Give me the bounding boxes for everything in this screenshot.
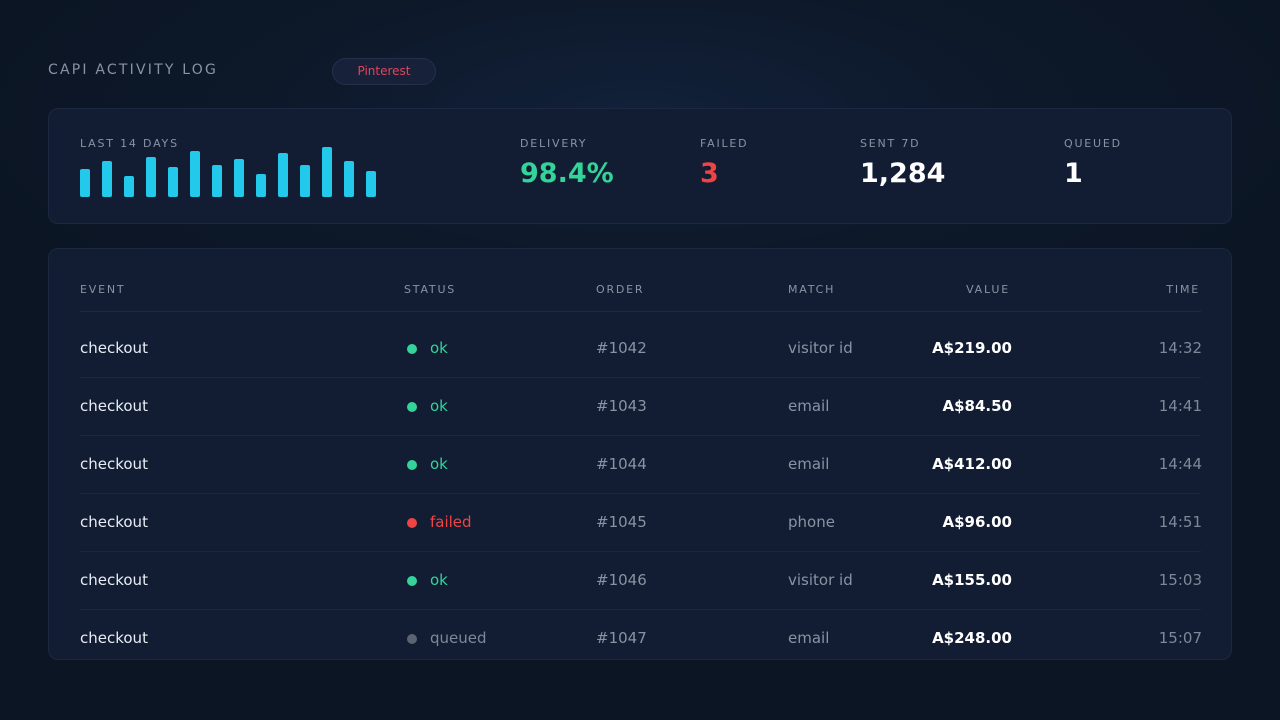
column-header-value[interactable]: VALUE: [966, 283, 1010, 296]
stat-failed-value: 3: [700, 158, 719, 189]
row-divider: [80, 493, 1201, 494]
stat-delivery-value: 98.4%: [520, 158, 614, 189]
sparkline-label: LAST 14 DAYS: [80, 137, 179, 150]
activity-sparkline: [80, 147, 380, 197]
match-key: email: [788, 629, 830, 647]
match-key: email: [788, 455, 830, 473]
row-divider: [80, 377, 1201, 378]
event-time: 14:44: [1158, 455, 1202, 473]
status-dot-icon: [407, 344, 417, 354]
sparkline-bar: [212, 165, 222, 197]
order-value: A$248.00: [932, 629, 1012, 647]
event-name: checkout: [80, 397, 148, 415]
match-key: email: [788, 397, 830, 415]
event-name: checkout: [80, 339, 148, 357]
order-id[interactable]: #1043: [596, 397, 647, 415]
order-value: A$155.00: [932, 571, 1012, 589]
event-name: checkout: [80, 455, 148, 473]
row-divider: [80, 435, 1201, 436]
match-key: phone: [788, 513, 835, 531]
status-dot-icon: [407, 460, 417, 470]
stat-queued-value: 1: [1064, 158, 1083, 189]
sparkline-bar: [234, 159, 244, 197]
sparkline-bar: [124, 176, 134, 197]
order-id[interactable]: #1042: [596, 339, 647, 357]
event-name: checkout: [80, 571, 148, 589]
column-header-status[interactable]: STATUS: [404, 283, 457, 296]
order-id[interactable]: #1046: [596, 571, 647, 589]
status-label: failed: [430, 513, 472, 531]
order-id[interactable]: #1047: [596, 629, 647, 647]
order-value: A$219.00: [932, 339, 1012, 357]
sparkline-bar: [146, 157, 156, 197]
table-row[interactable]: checkout ok #1044 email A$412.00 14:44: [49, 435, 1233, 493]
event-time: 15:03: [1158, 571, 1202, 589]
sparkline-bar: [190, 151, 200, 197]
status-dot-icon: [407, 518, 417, 528]
order-value: A$84.50: [942, 397, 1013, 415]
match-key: visitor id: [788, 571, 853, 589]
status-label: ok: [430, 455, 448, 473]
sparkline-bar: [278, 153, 288, 197]
sparkline-bar: [366, 171, 376, 197]
sparkline-bar: [322, 147, 332, 197]
table-row[interactable]: checkout ok #1042 visitor id A$219.00 14:32: [49, 319, 1233, 377]
stat-delivery-label: DELIVERY: [520, 137, 588, 150]
activity-table: EVENT STATUS ORDER MATCH VALUE TIME chec…: [48, 248, 1232, 660]
column-header-order[interactable]: ORDER: [596, 283, 645, 296]
sparkline-bar: [102, 161, 112, 197]
header-divider: [80, 311, 1201, 312]
sparkline-bar: [256, 174, 266, 197]
status-label: ok: [430, 571, 448, 589]
status-label: queued: [430, 629, 487, 647]
order-value: A$96.00: [942, 513, 1013, 531]
status-label: ok: [430, 339, 448, 357]
event-time: 15:07: [1158, 629, 1202, 647]
match-key: visitor id: [788, 339, 853, 357]
row-divider: [80, 609, 1201, 610]
summary-panel: LAST 14 DAYS DELIVERY 98.4% FAILED 3 SEN…: [48, 108, 1232, 224]
sparkline-bar: [168, 167, 178, 197]
table-row[interactable]: checkout failed #1045 phone A$96.00 14:51: [49, 493, 1233, 551]
sparkline-bar: [80, 169, 90, 197]
table-row[interactable]: checkout queued #1047 email A$248.00 15:07: [49, 609, 1233, 667]
table-row[interactable]: checkout ok #1043 email A$84.50 14:41: [49, 377, 1233, 435]
row-divider: [80, 551, 1201, 552]
event-name: checkout: [80, 513, 148, 531]
event-time: 14:32: [1158, 339, 1202, 357]
status-dot-icon: [407, 634, 417, 644]
order-id[interactable]: #1044: [596, 455, 647, 473]
platform-badge[interactable]: Pinterest: [332, 58, 436, 85]
status-dot-icon: [407, 402, 417, 412]
status-dot-icon: [407, 576, 417, 586]
event-time: 14:51: [1158, 513, 1202, 531]
status-label: ok: [430, 397, 448, 415]
order-id[interactable]: #1045: [596, 513, 647, 531]
stat-sent-value: 1,284: [860, 158, 946, 189]
stat-failed-label: FAILED: [700, 137, 749, 150]
sparkline-bar: [300, 165, 310, 197]
sparkline-bar: [344, 161, 354, 197]
stat-sent-label: SENT 7D: [860, 137, 921, 150]
column-header-event[interactable]: EVENT: [80, 283, 126, 296]
order-value: A$412.00: [932, 455, 1012, 473]
table-row[interactable]: checkout ok #1046 visitor id A$155.00 15:03: [49, 551, 1233, 609]
column-header-match[interactable]: MATCH: [788, 283, 836, 296]
column-header-time[interactable]: TIME: [1166, 283, 1200, 296]
event-name: checkout: [80, 629, 148, 647]
page-title: CAPI ACTIVITY LOG: [48, 62, 218, 78]
stat-queued-label: QUEUED: [1064, 137, 1122, 150]
event-time: 14:41: [1158, 397, 1202, 415]
